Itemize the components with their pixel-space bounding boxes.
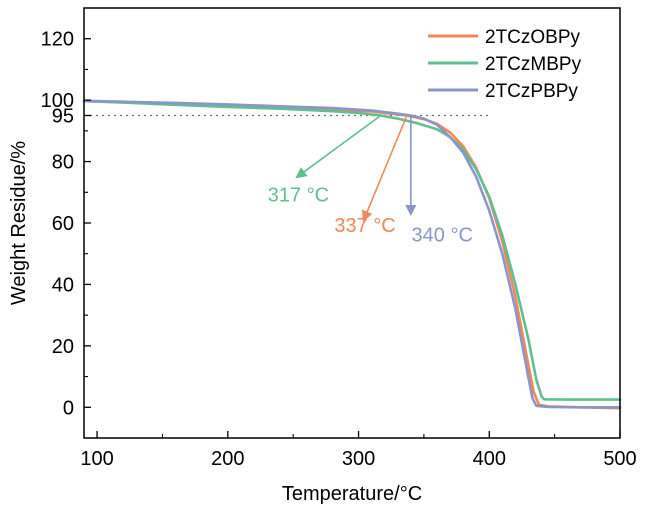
legend-label-2tczmbpy: 2TCzMBPy [485, 54, 582, 75]
legend: 2TCzOBPy 2TCzMBPy 2TCzPBPy [428, 27, 582, 102]
y-tick-label-60: 60 [52, 213, 74, 235]
annotation-arrow-317-c [295, 114, 382, 179]
y-tick-label-20: 20 [52, 336, 74, 358]
legend-label-2tczpbpy: 2TCzPBPy [485, 81, 578, 102]
y-tick-label-40: 40 [52, 274, 74, 296]
y-tick-label-100: 100 [41, 90, 74, 112]
annotation-label-317-c: 317 °C [268, 185, 329, 207]
x-tick-label-100: 100 [80, 448, 113, 470]
y-tick-label-95: 95 [52, 106, 74, 128]
x-tick-label-400: 400 [473, 448, 506, 470]
annotation-label-340-c: 340 °C [412, 224, 473, 246]
y-axis-title: Weight Residue/% [8, 141, 30, 305]
x-axis-title: Temperature/°C [282, 483, 422, 505]
y-tick-label-0: 0 [63, 397, 74, 419]
legend-label-2tczobpy: 2TCzOBPy [485, 27, 581, 48]
tick-layer: 100 200 300 400 500 0 20 40 60 80 100 120 95 [41, 29, 637, 470]
y-tick-label-120: 120 [41, 29, 74, 51]
series-layer [82, 99, 622, 410]
x-tick-label-200: 200 [211, 448, 244, 470]
annotation-label-337-c: 337 °C [334, 215, 395, 237]
annotation-arrow-337-c [362, 115, 408, 222]
y-tick-label-80: 80 [52, 152, 74, 174]
series-line-2tczpbpy [82, 99, 622, 409]
series-line-2tczmbpy [82, 99, 622, 401]
x-tick-label-300: 300 [342, 448, 375, 470]
series-line-2tczobpy [82, 99, 622, 410]
x-tick-label-500: 500 [603, 448, 636, 470]
